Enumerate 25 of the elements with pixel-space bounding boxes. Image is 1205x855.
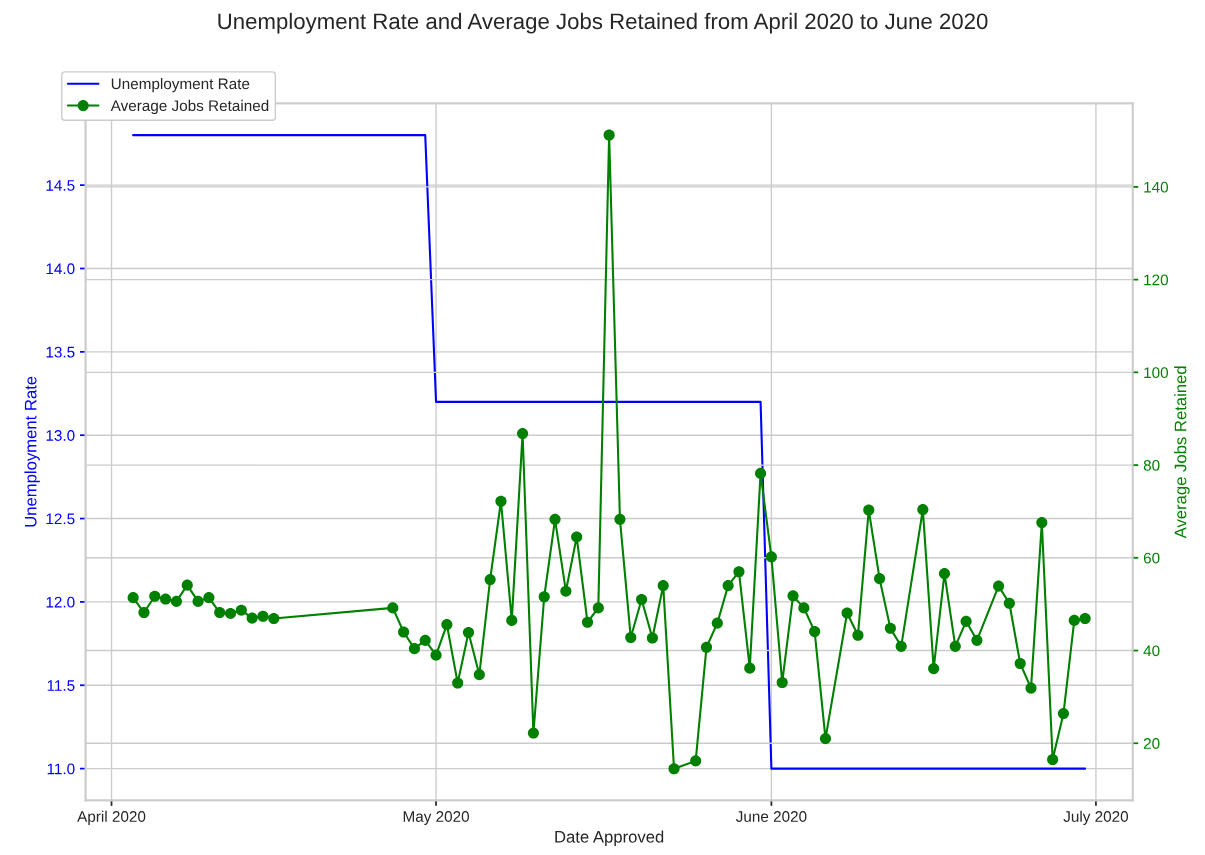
y-tick-label: 14.0 — [46, 263, 75, 275]
x-tick-label: June 2020 — [735, 811, 807, 822]
chart-title: Unemployment Rate and Average Jobs Retained from April 2020 to June 2020 — [218, 12, 988, 34]
legend-label: Unemployment Rate — [111, 77, 250, 93]
y-tick-label: 12.0 — [46, 596, 75, 608]
y2-axis-title: Average Jobs Retained — [1174, 366, 1190, 539]
y-tick-label: 13.5 — [46, 346, 75, 358]
x-tick-label: April 2020 — [77, 810, 146, 825]
legend-label: Average Jobs Retained — [110, 99, 269, 115]
y-tick-label: 11.5 — [47, 680, 75, 691]
y2-tick-label: 80 — [1143, 459, 1160, 471]
y2-tick-label: 60 — [1143, 552, 1160, 564]
y-tick-label: 13.0 — [46, 430, 75, 441]
y2-tick-label: 100 — [1144, 367, 1169, 379]
y-axis-title: Unemployment Rate — [24, 376, 40, 527]
y2-tick-label: 20 — [1143, 738, 1160, 749]
y2-tick-label: 120 — [1144, 274, 1169, 286]
x-axis-title: Date Approved — [555, 830, 664, 847]
y-tick-label: 11.0 — [47, 763, 75, 775]
x-tick-label: May 2020 — [403, 811, 469, 825]
y2-tick-label: 40 — [1143, 645, 1160, 657]
y-tick-label: 12.5 — [46, 513, 75, 525]
y2-tick-label: 140 — [1144, 181, 1169, 193]
x-tick-label: July 2020 — [1063, 810, 1129, 825]
y-tick-label: 14.5 — [46, 180, 75, 191]
